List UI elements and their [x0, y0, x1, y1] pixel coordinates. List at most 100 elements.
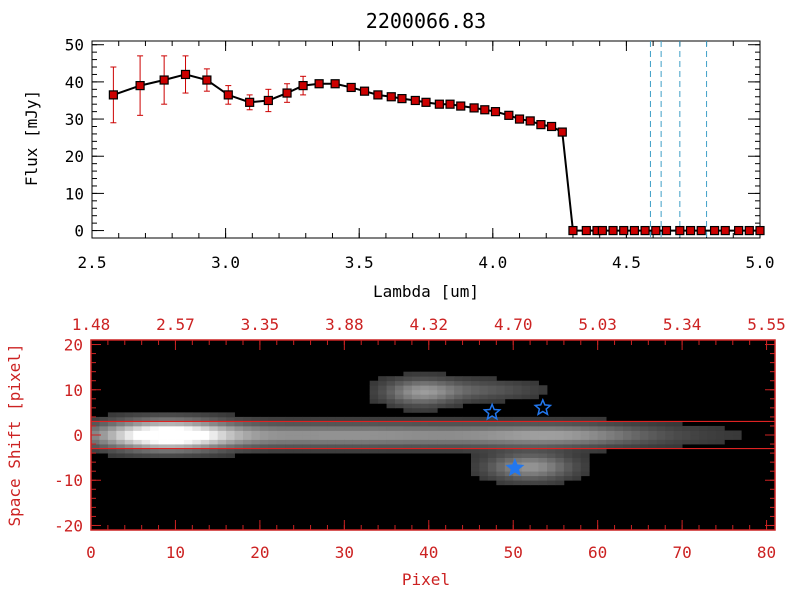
spectrum-data-point: [661, 225, 672, 236]
image-pixel: [521, 430, 531, 436]
image-pixel: [563, 453, 573, 459]
image-pixel: [445, 403, 455, 409]
image-pixel: [124, 439, 134, 445]
image-pixel: [521, 421, 531, 427]
image-pixel: [724, 430, 734, 436]
image-pixel: [487, 380, 497, 386]
image-pixel: [361, 448, 371, 454]
spectrum-data-point: [709, 225, 720, 236]
image-pixel: [555, 439, 565, 445]
image-pixel: [150, 416, 159, 422]
image-pixel: [555, 480, 565, 486]
image-pixel: [555, 466, 565, 472]
image-pixel: [513, 439, 523, 445]
image-pixel: [150, 412, 159, 418]
image-pixel: [192, 412, 202, 418]
image-top-wavelength-label: 4.70: [494, 315, 533, 334]
image-pixel: [471, 421, 480, 427]
image-pixel: [167, 448, 176, 454]
image-pixel: [99, 435, 109, 440]
image-pixel: [521, 466, 531, 472]
image-pixel: [639, 435, 649, 440]
image-pixel: [411, 398, 421, 404]
image-pixel: [107, 453, 117, 459]
image-pixel: [597, 421, 607, 427]
image-pixel: [167, 412, 176, 418]
image-pixel: [378, 376, 387, 382]
image-pixel: [563, 439, 573, 445]
image-pixel: [395, 380, 404, 386]
spectrum-data-point: [536, 120, 546, 130]
image-pixel: [504, 457, 514, 463]
image-pixel: [665, 444, 675, 449]
image-pixel: [327, 435, 337, 440]
image-pixel: [699, 439, 708, 445]
image-pixel: [378, 425, 387, 431]
image-pixel: [319, 425, 328, 431]
image-pixel: [395, 403, 404, 409]
image-pixel: [344, 430, 354, 436]
image-pixel: [243, 421, 252, 427]
image-pixel: [175, 453, 185, 459]
spectrum-x-tick-label: 3.0: [211, 253, 240, 272]
image-pixel: [530, 380, 539, 386]
image-pixel: [352, 439, 362, 445]
image-pixel: [327, 425, 337, 431]
image-pixel: [572, 462, 582, 468]
image-pixel: [656, 421, 666, 427]
image-pixel: [386, 380, 396, 386]
image-pixel: [437, 448, 447, 454]
image-pixel: [487, 421, 497, 427]
image-pixel: [234, 430, 244, 436]
image-pixel: [352, 435, 362, 440]
image-pixel: [403, 376, 413, 382]
image-pixel: [665, 439, 675, 445]
image-pixel: [471, 398, 480, 404]
image-pixel: [403, 407, 413, 413]
image-pixel: [428, 403, 438, 409]
image-pixel: [310, 448, 320, 454]
image-pixel: [378, 385, 387, 391]
image-pixel: [411, 430, 421, 436]
image-pixel: [217, 412, 227, 418]
spectrum-panel: 2200066.83 Lambda [um] Flux [mJy] 2.5 3.0…: [22, 9, 774, 301]
spectrum-data-point: [675, 225, 685, 236]
image-pixel: [276, 416, 286, 422]
image-pixel: [183, 435, 193, 440]
image-pixel: [293, 444, 303, 449]
image-pixel: [369, 435, 379, 440]
image-pixel: [682, 425, 691, 431]
image-pixel: [530, 394, 539, 400]
image-pixel: [479, 448, 489, 454]
image-pixel: [411, 380, 421, 386]
image-pixel: [606, 421, 615, 427]
image-pixel: [631, 425, 641, 431]
image-pixel: [504, 471, 514, 477]
image-y-tick-label: -20: [54, 516, 83, 535]
spectrum-y-tick-label: 50: [65, 36, 84, 55]
image-pixel: [437, 389, 447, 395]
spectrum-data-point: [504, 110, 514, 120]
image-pixel: [690, 430, 700, 436]
image-pixel: [623, 435, 632, 440]
image-pixel: [124, 430, 134, 436]
image-pixel: [471, 448, 480, 454]
image-pixel: [479, 394, 489, 400]
image-pixel: [335, 444, 345, 449]
image-pixel: [673, 425, 683, 431]
image-pixel: [547, 421, 556, 427]
image-pixel: [538, 475, 548, 481]
image-pixel: [699, 430, 708, 436]
image-pixel: [563, 444, 573, 449]
image-pixel: [209, 421, 219, 427]
image-pixel: [673, 439, 683, 445]
image-pixel: [462, 425, 472, 431]
image-pixel: [133, 412, 143, 418]
image-pixel: [530, 471, 539, 477]
spectrum-data-point: [314, 79, 324, 89]
image-pixel: [462, 398, 472, 404]
image-pixel: [420, 421, 430, 427]
spectrum-data-point: [480, 105, 490, 115]
image-pixel: [580, 416, 590, 422]
image-pixel: [437, 394, 447, 400]
